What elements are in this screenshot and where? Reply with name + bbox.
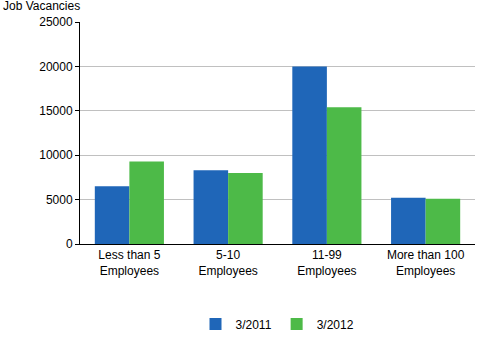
svg-text:0: 0 bbox=[66, 237, 73, 251]
svg-text:20000: 20000 bbox=[39, 60, 73, 74]
svg-text:5-10Employees: 5-10Employees bbox=[198, 248, 257, 278]
svg-text:10000: 10000 bbox=[39, 148, 73, 162]
svg-text:Less than 5Employees: Less than 5Employees bbox=[98, 248, 160, 278]
svg-text:5000: 5000 bbox=[46, 193, 73, 207]
svg-text:3/2012: 3/2012 bbox=[317, 318, 354, 332]
svg-text:11-99Employees: 11-99Employees bbox=[297, 248, 356, 278]
svg-text:3/2011: 3/2011 bbox=[236, 318, 272, 332]
svg-text:15000: 15000 bbox=[39, 104, 73, 118]
svg-text:25000: 25000 bbox=[39, 15, 73, 29]
svg-text:More than 100Employees: More than 100Employees bbox=[387, 248, 465, 278]
svg-text:Job Vacancies: Job Vacancies bbox=[3, 0, 80, 13]
